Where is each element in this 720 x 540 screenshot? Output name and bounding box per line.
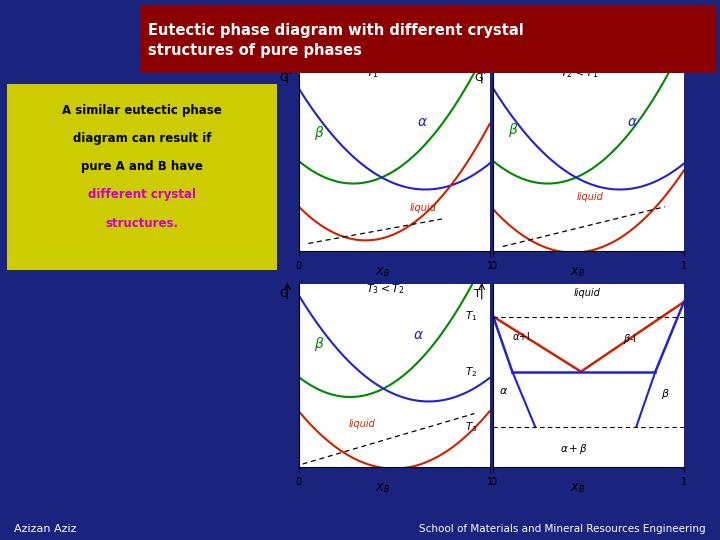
Text: $T_3 < T_2$: $T_3 < T_2$	[366, 282, 404, 296]
Text: G: G	[280, 73, 288, 83]
Text: Azizan Aziz: Azizan Aziz	[14, 524, 77, 534]
Text: liquid: liquid	[410, 202, 436, 213]
Text: $\beta$: $\beta$	[508, 120, 519, 139]
Text: T: T	[474, 289, 481, 299]
Text: liquid: liquid	[577, 192, 604, 202]
Text: $\beta$: $\beta$	[314, 124, 325, 142]
Text: G: G	[474, 73, 482, 83]
Text: Eutectic phase diagram with different crystal
structures of pure phases: Eutectic phase diagram with different cr…	[148, 23, 523, 58]
Text: $T_2 < T_1$: $T_2 < T_1$	[560, 66, 599, 80]
Text: $\alpha$: $\alpha$	[417, 115, 428, 129]
Text: $\alpha$+l: $\alpha$+l	[513, 330, 531, 342]
Text: $T_1$: $T_1$	[464, 309, 477, 323]
Text: liquid: liquid	[348, 418, 375, 429]
Text: $T_1$: $T_1$	[366, 66, 379, 80]
Text: $\beta$: $\beta$	[314, 335, 325, 353]
Text: G: G	[280, 289, 288, 299]
Text: $X_B$: $X_B$	[375, 481, 390, 495]
Text: School of Materials and Mineral Resources Engineering: School of Materials and Mineral Resource…	[419, 524, 706, 534]
Text: $X_B$: $X_B$	[570, 481, 585, 495]
Text: $\alpha$: $\alpha$	[499, 386, 508, 396]
Text: $T_2$: $T_2$	[464, 364, 477, 379]
Text: $\alpha$: $\alpha$	[626, 115, 638, 129]
Text: different crystal: different crystal	[88, 188, 196, 201]
Text: A similar eutectic phase: A similar eutectic phase	[62, 104, 222, 117]
Text: pure A and B have: pure A and B have	[81, 160, 203, 173]
Text: $\beta$: $\beta$	[661, 387, 670, 401]
Text: $\beta$-l: $\beta$-l	[623, 332, 636, 346]
Text: $\alpha$: $\alpha$	[413, 328, 424, 342]
Text: structures.: structures.	[105, 217, 179, 230]
Text: liquid: liquid	[573, 288, 600, 299]
Text: diagram can result if: diagram can result if	[73, 132, 211, 145]
Text: $X_B$: $X_B$	[570, 265, 585, 279]
Text: $T_3$: $T_3$	[464, 420, 477, 434]
Text: $\alpha + \beta$: $\alpha + \beta$	[560, 442, 588, 456]
Text: $X_B$: $X_B$	[375, 265, 390, 279]
